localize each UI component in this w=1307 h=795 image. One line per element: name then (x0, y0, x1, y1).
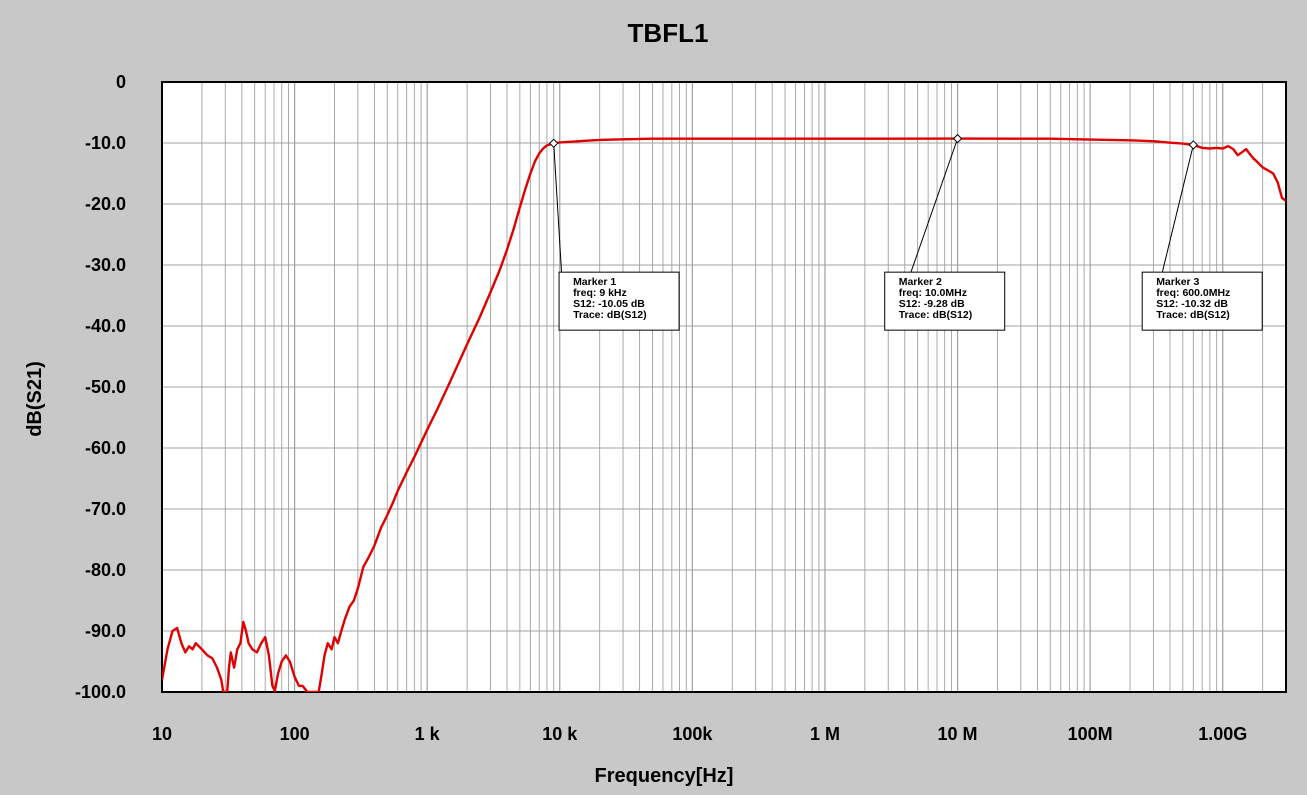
plot-frame (161, 81, 1287, 693)
x-tick-label: 100 (280, 724, 310, 744)
marker-diamond-icon (1188, 140, 1199, 150)
marker-box (558, 271, 680, 331)
y-tick-label: -90.0 (85, 621, 126, 641)
x-tick-label: 1 k (415, 724, 441, 744)
marker-label-line: Marker 1 (573, 276, 616, 288)
marker-box (884, 271, 1006, 331)
y-tick-label: -20.0 (85, 194, 126, 214)
y-tick-label: -50.0 (85, 377, 126, 397)
grid (161, 81, 1287, 693)
marker-label-line: S12: -10.32 dB (1156, 298, 1228, 310)
y-tick-label: -60.0 (85, 438, 126, 458)
x-tick-label: 10 k (542, 724, 578, 744)
y-tick-label: -100.0 (75, 682, 126, 702)
marker-box (1141, 271, 1263, 331)
x-tick-label: 100M (1068, 724, 1113, 744)
y-tick-label: -30.0 (85, 255, 126, 275)
x-tick-label: 10 M (938, 724, 978, 744)
marker-label-line: Marker 3 (1156, 276, 1199, 288)
marker-diamond-icon (549, 138, 559, 149)
marker-label-line: freq: 600.0MHz (1156, 287, 1230, 299)
y-axis-ticks: 0 -10.0 -20.0 -30.0 -40.0 -50.0 -60.0 -70.0 -80.… (75, 72, 126, 702)
marker-label-line: Trace: dB(S12) (1156, 309, 1230, 321)
marker-diamond-icon (952, 133, 963, 144)
y-tick-label: 0 (116, 72, 126, 92)
marker-label-line: freq: 10.0MHz (899, 287, 967, 299)
chart-title: TBFL1 (628, 18, 709, 48)
marker-label-line: freq: 9 kHz (573, 287, 627, 299)
marker-label-line: S12: -10.05 dB (573, 298, 645, 310)
y-axis-label: dB(S21) (24, 361, 46, 437)
x-tick-label: 10 (152, 724, 172, 744)
x-axis-label: Frequency[Hz] (595, 765, 734, 787)
y-tick-label: -70.0 (85, 499, 126, 519)
x-tick-label: 1.00G (1198, 724, 1247, 744)
x-tick-label: 1 M (810, 724, 840, 744)
x-axis-ticks: 10 100 1 k 10 k 100k 1 M 10 M 100M 1.00G (152, 724, 1247, 744)
marker-label-line: Marker 2 (899, 276, 942, 288)
x-tick-label: 100k (672, 724, 713, 744)
y-tick-label: -40.0 (85, 316, 126, 336)
marker-label-line: S12: -9.28 dB (899, 298, 965, 310)
marker-label-line: Trace: dB(S12) (899, 309, 973, 321)
y-tick-label: -10.0 (85, 133, 126, 153)
marker-label-line: Trace: dB(S12) (573, 309, 647, 321)
y-tick-label: -80.0 (85, 560, 126, 580)
